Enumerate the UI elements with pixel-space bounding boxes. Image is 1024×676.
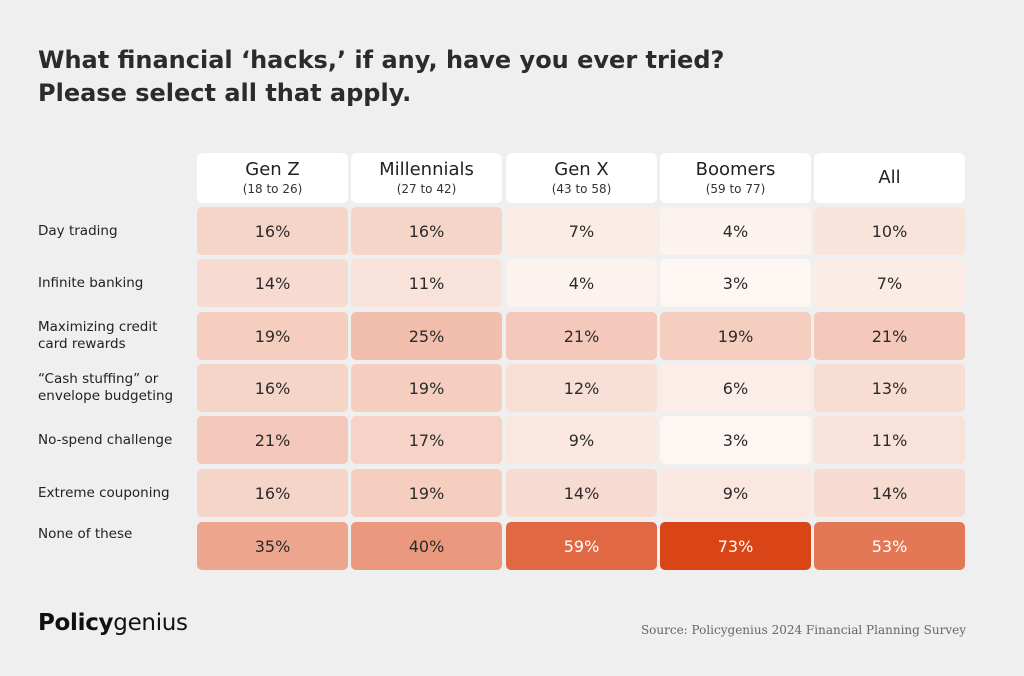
heatmap-cell: 16% (197, 364, 348, 412)
heatmap-cell: 14% (814, 469, 965, 517)
row-label: Extreme couponing (38, 484, 170, 501)
heatmap-cell: 7% (506, 207, 657, 255)
heatmap-cell: 16% (197, 207, 348, 255)
row-label: No-spend challenge (38, 431, 173, 448)
logo-bold-part: Policy (38, 610, 114, 636)
heatmap-cell: 7% (814, 259, 965, 307)
source-note: Source: Policygenius 2024 Financial Plan… (640, 623, 966, 637)
heatmap-cell: 6% (660, 364, 811, 412)
heatmap-cell: 21% (814, 312, 965, 360)
column-header-age-range: (27 to 42) (396, 182, 457, 196)
heatmap-cell: 21% (506, 312, 657, 360)
heatmap-cell: 16% (197, 469, 348, 517)
heatmap-cell: 10% (814, 207, 965, 255)
row-label: None of these (38, 526, 133, 542)
column-header-age-range: (18 to 26) (242, 182, 303, 196)
logo-regular-part: genius (113, 610, 188, 636)
chart-title-line-1: What financial ‘hacks,’ if any, have you… (38, 46, 725, 74)
column-header-name: Millennials (379, 159, 474, 180)
chart-title: What financial ‘hacks,’ if any, have you… (38, 44, 798, 110)
heatmap-cell: 4% (660, 207, 811, 255)
heatmap-cell: 19% (351, 364, 502, 412)
heatmap-cell: 14% (197, 259, 348, 307)
column-header-name: Gen X (554, 159, 609, 180)
column-header-boomers: Boomers (59 to 77) (660, 153, 811, 203)
heatmap-cell: 11% (814, 416, 965, 464)
heatmap-cell: 59% (506, 522, 657, 570)
heatmap-cell: 73% (660, 522, 811, 570)
column-header-name: Gen Z (245, 159, 300, 180)
heatmap-cell: 3% (660, 259, 811, 307)
heatmap-cell: 14% (506, 469, 657, 517)
heatmap-cell: 9% (506, 416, 657, 464)
heatmap-cell: 40% (351, 522, 502, 570)
heatmap-cell: 21% (197, 416, 348, 464)
heatmap-cell: 35% (197, 522, 348, 570)
row-label: “Cash stuffing” or envelope budgeting (38, 371, 174, 404)
row-label: Infinite banking (38, 274, 144, 291)
column-header-age-range: (43 to 58) (551, 182, 612, 196)
heatmap-cell: 13% (814, 364, 965, 412)
policygenius-logo: Policygenius (38, 610, 188, 636)
heatmap-cell: 19% (197, 312, 348, 360)
chart-title-line-2: Please select all that apply. (38, 79, 412, 107)
column-header-millennials: Millennials (27 to 42) (351, 153, 502, 203)
heatmap-cell: 19% (660, 312, 811, 360)
column-header-all: All (814, 153, 965, 203)
heatmap-cell: 9% (660, 469, 811, 517)
heatmap-cell: 3% (660, 416, 811, 464)
heatmap-cell: 11% (351, 259, 502, 307)
column-header-name: Boomers (695, 159, 776, 180)
heatmap-cell: 12% (506, 364, 657, 412)
row-label: Day trading (38, 222, 118, 239)
column-header-gen-z: Gen Z (18 to 26) (197, 153, 348, 203)
heatmap-cell: 25% (351, 312, 502, 360)
row-label: Maximizing credit card rewards (38, 319, 158, 352)
heatmap-cell: 19% (351, 469, 502, 517)
heatmap-cell: 4% (506, 259, 657, 307)
column-header-gen-x: Gen X (43 to 58) (506, 153, 657, 203)
column-header-age-range: (59 to 77) (705, 182, 766, 196)
heatmap-cell: 53% (814, 522, 965, 570)
column-header-name: All (878, 167, 901, 188)
heatmap-cell: 17% (351, 416, 502, 464)
heatmap-cell: 16% (351, 207, 502, 255)
